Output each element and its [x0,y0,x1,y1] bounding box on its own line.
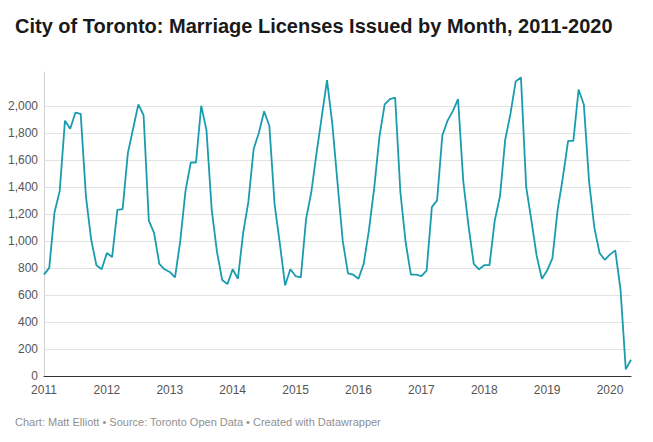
svg-text:200: 200 [18,342,38,356]
svg-text:800: 800 [18,261,38,275]
svg-text:1,200: 1,200 [8,207,38,221]
svg-text:2019: 2019 [534,383,561,397]
svg-text:2,000: 2,000 [8,99,38,113]
svg-text:2011: 2011 [31,383,57,397]
svg-text:2018: 2018 [471,383,498,397]
svg-text:2015: 2015 [282,383,309,397]
svg-text:2017: 2017 [408,383,435,397]
svg-text:2012: 2012 [94,383,121,397]
svg-text:Chart: Matt Elliott • Source:: Chart: Matt Elliott • Source: Toronto Op… [15,416,381,428]
svg-text:2016: 2016 [345,383,372,397]
svg-text:600: 600 [18,288,38,302]
svg-text:1,600: 1,600 [8,153,38,167]
svg-text:1,400: 1,400 [8,180,38,194]
svg-text:1,800: 1,800 [8,126,38,140]
svg-text:2020: 2020 [597,383,624,397]
svg-text:City of Toronto: Marriage Lice: City of Toronto: Marriage Licenses Issue… [15,15,613,37]
svg-text:1,000: 1,000 [8,234,38,248]
svg-text:2014: 2014 [219,383,246,397]
svg-text:400: 400 [18,315,38,329]
svg-text:0: 0 [31,369,38,383]
svg-text:2013: 2013 [156,383,183,397]
